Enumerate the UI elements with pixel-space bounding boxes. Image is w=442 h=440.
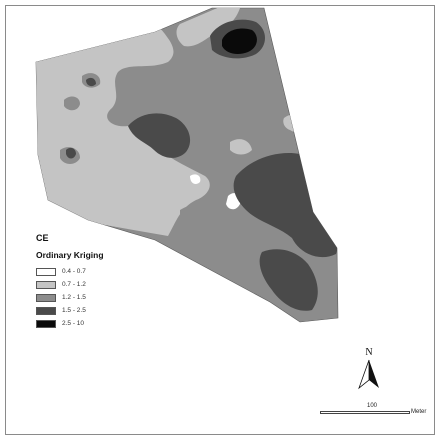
- legend-swatch: [36, 319, 56, 328]
- north-arrow: N: [357, 348, 381, 395]
- legend-item: 2.5 - 10: [36, 318, 146, 329]
- legend-item: 0.7 - 1.2: [36, 279, 146, 290]
- zone-light-center: [230, 139, 252, 155]
- zone-black-north: [222, 28, 257, 54]
- legend-label: 0.7 - 1.2: [62, 281, 86, 288]
- zone-dark-center: [128, 113, 191, 158]
- zone-dark-small-2: [86, 77, 96, 87]
- zone-mid-west-1: [64, 96, 80, 111]
- legend-label: 1.2 - 1.5: [62, 294, 86, 301]
- legend-label: 2.5 - 10: [62, 320, 85, 327]
- scale-value: 100: [367, 403, 378, 409]
- legend-swatch: [36, 280, 56, 289]
- legend: CE Ordinary Kriging 0.4 - 0.7 0.7 - 1.2 …: [36, 233, 146, 331]
- legend-label: 1.5 - 2.5: [62, 307, 86, 314]
- legend-item: 1.5 - 2.5: [36, 305, 146, 316]
- north-label: N: [365, 347, 373, 358]
- legend-item: 0.4 - 0.7: [36, 266, 146, 277]
- scale-unit: Meter: [411, 409, 427, 415]
- legend-swatch: [36, 267, 56, 276]
- zone-mid-south: [180, 204, 220, 229]
- legend-item: 1.2 - 1.5: [36, 292, 146, 303]
- legend-title: CE: [36, 233, 49, 243]
- legend-subtitle: Ordinary Kriging: [36, 250, 104, 260]
- legend-swatch: [36, 306, 56, 315]
- zone-dark-southeast: [259, 249, 318, 311]
- north-arrow-icon: [358, 359, 379, 390]
- zone-white-2: [190, 174, 201, 184]
- legend-swatch: [36, 293, 56, 302]
- zone-light-west: [36, 28, 210, 236]
- scale-bar-graphic: [320, 411, 410, 414]
- zone-dark-small-3: [292, 90, 303, 100]
- legend-label: 0.4 - 0.7: [62, 268, 86, 275]
- zone-light-north: [176, 8, 240, 47]
- zone-dark-small-1: [66, 147, 76, 159]
- scale-bar: 100 Meter: [320, 403, 438, 423]
